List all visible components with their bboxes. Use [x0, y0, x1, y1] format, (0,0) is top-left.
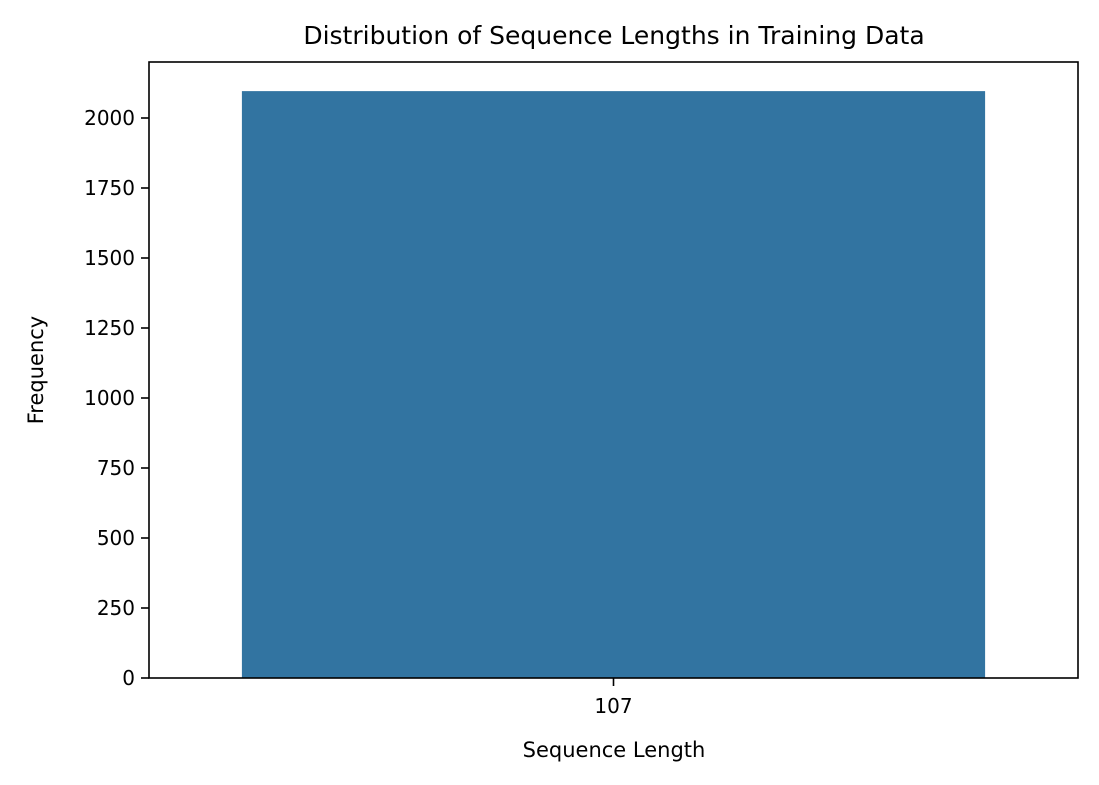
x-tick-label: 107	[594, 694, 632, 718]
y-tick-label: 2000	[84, 106, 135, 130]
y-tick-label: 1750	[84, 176, 135, 200]
bars	[241, 91, 986, 679]
x-axis-label: Sequence Length	[523, 738, 706, 762]
y-tick-label: 250	[97, 596, 135, 620]
y-tick-label: 1000	[84, 386, 135, 410]
plot-frame	[148, 61, 1079, 679]
y-axis-ticks: 0 250 500 750 1000 1250 1500 1750 2000	[84, 106, 149, 690]
bar	[241, 91, 986, 679]
y-tick-label: 1500	[84, 246, 135, 270]
y-tick-label: 1250	[84, 316, 135, 340]
x-axis-ticks: 107	[594, 678, 633, 718]
y-tick-label: 0	[122, 666, 135, 690]
chart-title: Distribution of Sequence Lengths in Trai…	[303, 21, 924, 50]
y-tick-label: 750	[97, 456, 135, 480]
y-axis-label: Frequency	[24, 316, 48, 425]
y-tick-label: 500	[97, 526, 135, 550]
